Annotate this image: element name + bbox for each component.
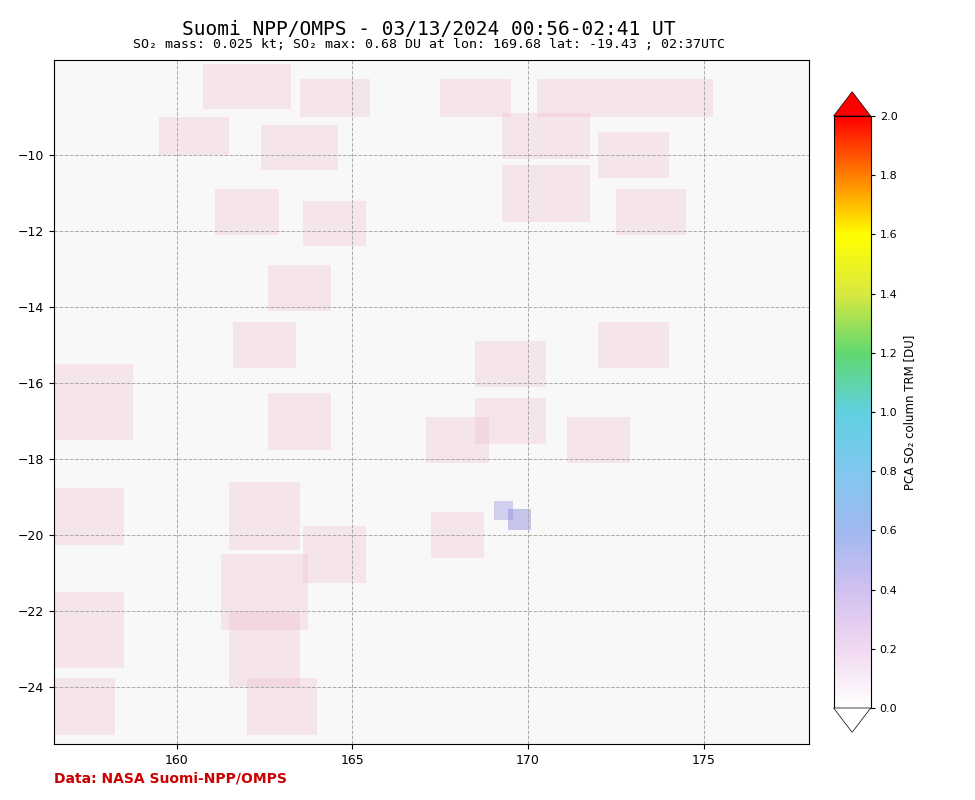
Bar — [599, 132, 669, 178]
Bar — [233, 322, 296, 368]
Bar — [508, 510, 530, 530]
Bar — [299, 79, 370, 117]
Bar — [215, 189, 279, 235]
Bar — [229, 482, 299, 550]
Bar — [493, 501, 513, 520]
Bar — [261, 125, 338, 170]
Bar — [268, 265, 332, 310]
Bar — [54, 487, 124, 545]
Bar — [537, 79, 625, 117]
Bar — [476, 342, 546, 387]
Text: SO₂ mass: 0.025 kt; SO₂ max: 0.68 DU at lon: 169.68 lat: -19.43 ; 02:37UTC: SO₂ mass: 0.025 kt; SO₂ max: 0.68 DU at … — [133, 38, 725, 51]
Bar — [625, 79, 713, 117]
Bar — [220, 554, 308, 630]
Bar — [247, 678, 317, 734]
Bar — [203, 64, 291, 110]
Bar — [599, 322, 669, 368]
Bar — [616, 189, 686, 235]
Bar — [229, 611, 299, 687]
Bar — [54, 592, 124, 668]
Bar — [502, 113, 590, 158]
Bar — [566, 418, 630, 462]
Bar — [476, 398, 546, 444]
Y-axis label: PCA SO₂ column TRM [DU]: PCA SO₂ column TRM [DU] — [903, 334, 916, 490]
Bar — [502, 165, 590, 222]
Text: Suomi NPP/OMPS - 03/13/2024 00:56-02:41 UT: Suomi NPP/OMPS - 03/13/2024 00:56-02:41 … — [182, 20, 676, 39]
Bar — [431, 512, 485, 558]
Bar — [27, 678, 115, 734]
Bar — [303, 526, 367, 582]
Bar — [45, 364, 133, 440]
Bar — [441, 79, 511, 117]
Bar — [268, 393, 332, 450]
Bar — [159, 117, 229, 155]
Bar — [303, 201, 367, 246]
Text: Data: NASA Suomi-NPP/OMPS: Data: NASA Suomi-NPP/OMPS — [54, 771, 287, 786]
Bar — [426, 418, 489, 462]
